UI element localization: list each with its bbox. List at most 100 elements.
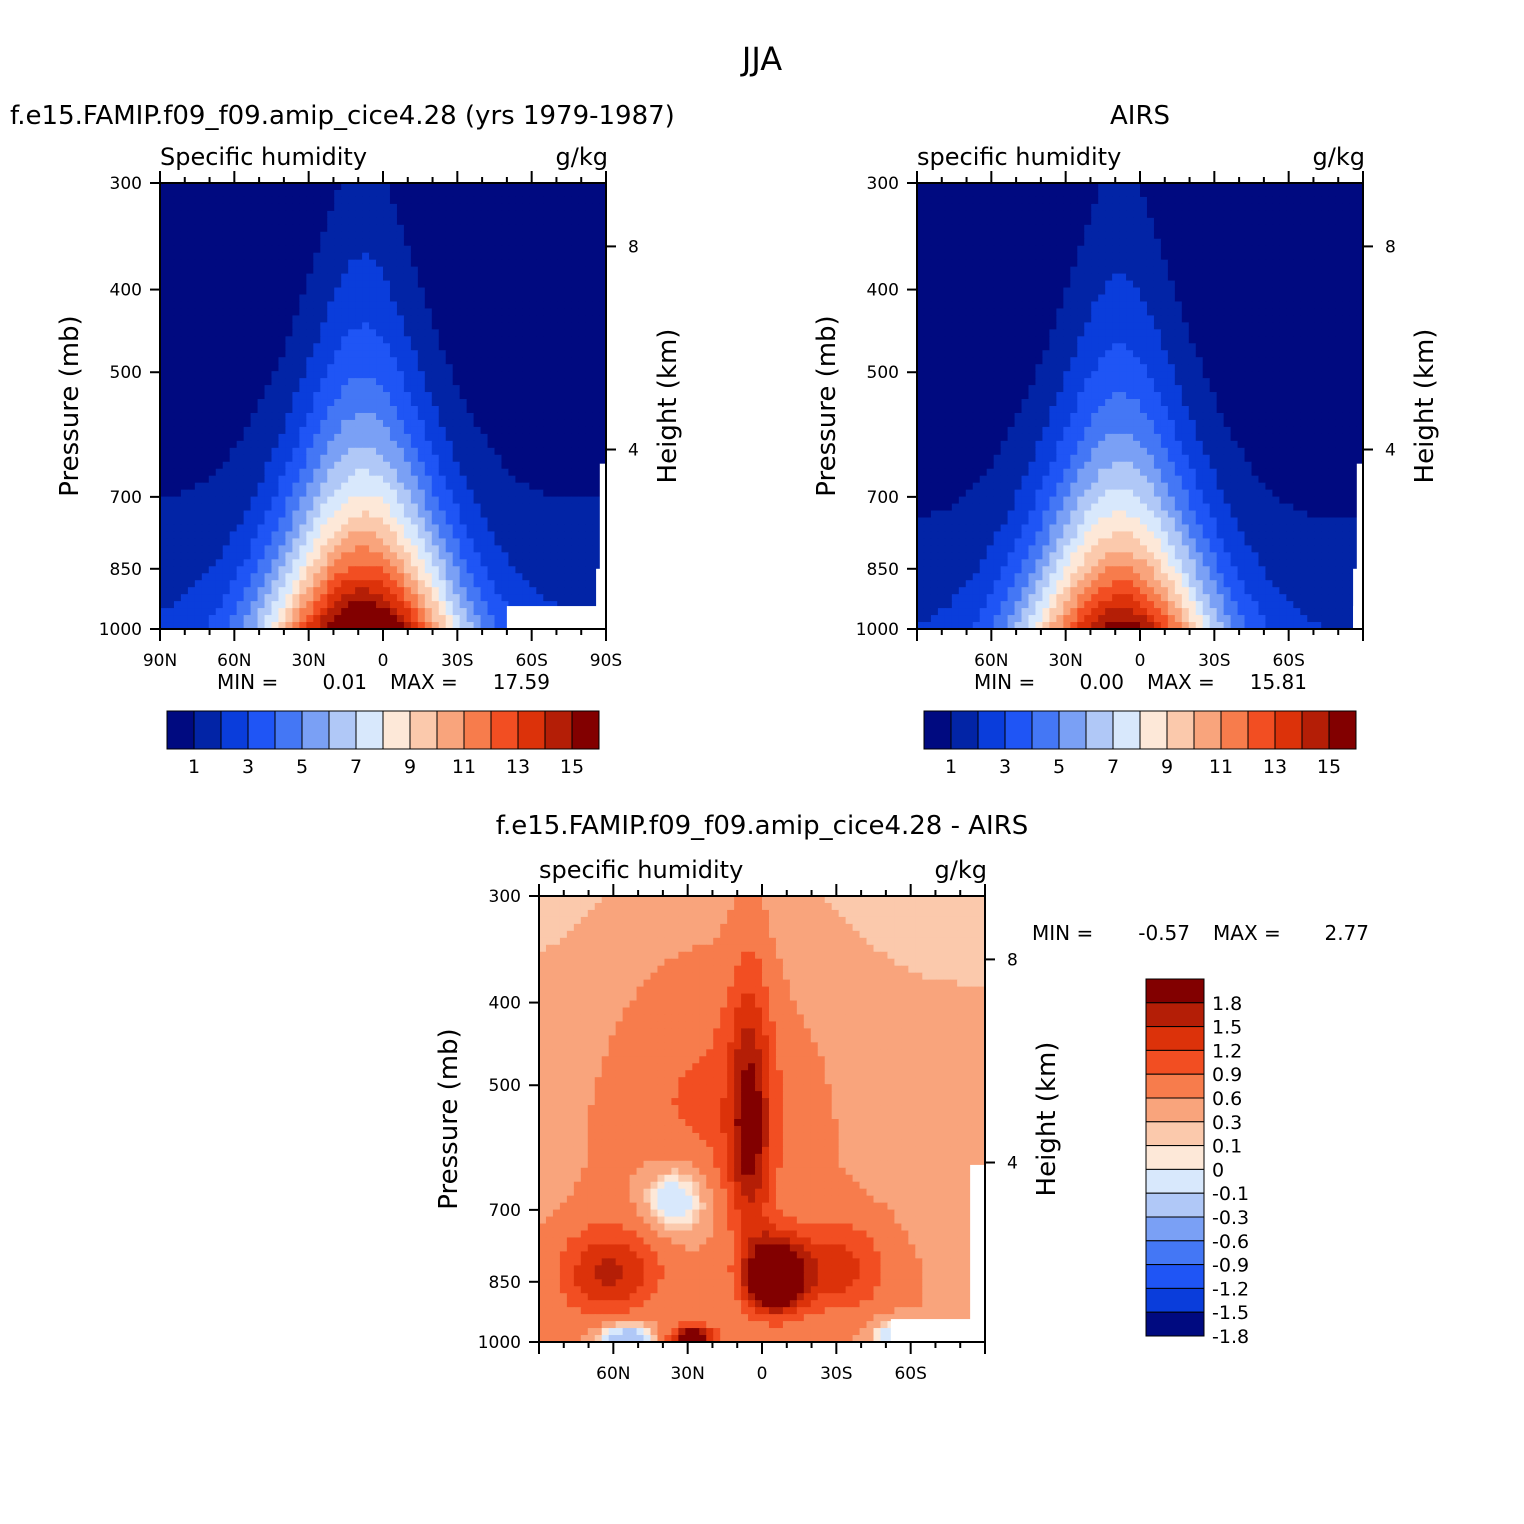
field-cell [1300,224,1308,233]
field-cell [348,238,356,247]
field-cell [313,238,321,247]
field-cell [1167,231,1176,240]
field-cell [466,238,475,247]
field-cell [306,203,314,212]
field-cell [571,329,579,337]
field-cell [1133,189,1141,198]
field-cell [550,183,558,191]
field-cell [1202,245,1211,254]
field-cell [278,378,287,386]
field-cell [543,385,551,393]
field-cell [1202,259,1211,268]
field-cell [543,217,551,226]
field-cell [187,426,196,435]
field-cell [1007,224,1016,233]
field-cell [208,615,217,623]
field-cell [334,273,342,282]
field-cell [403,308,412,317]
field-cell [445,336,454,344]
field-cell [222,433,231,442]
field-cell [1230,231,1239,240]
field-cell [445,350,454,358]
field-cell [445,580,454,588]
field-cell [327,210,335,219]
field-cell [466,364,475,372]
field-cell [410,210,419,219]
field-cell [543,573,551,581]
field-cell [543,238,551,247]
field-cell [166,238,175,247]
field-cell [592,489,600,498]
field-cell [313,615,321,623]
field-cell [1307,196,1315,205]
field-cell [201,601,210,609]
field-cell [445,315,454,323]
field-cell [979,189,988,198]
field-cell [564,245,572,254]
field-cell [250,510,259,519]
field-cell [320,447,328,456]
field-cell [187,622,196,630]
field-cell [341,273,349,282]
field-cell [445,412,454,421]
field-cell [389,615,398,623]
field-cell [271,371,280,379]
field-cell [369,524,377,533]
field-cell [243,419,252,428]
field-cell [383,294,391,303]
field-cell [480,566,489,574]
field-cell [529,336,537,344]
field-cell [369,510,377,519]
field-cell [536,552,544,560]
field-cell [438,203,447,212]
field-cell [1160,196,1169,205]
field-cell [313,594,321,602]
field-cell [515,447,523,456]
field-cell [341,454,349,463]
field-cell [1272,217,1280,226]
field-cell [403,517,412,526]
field-cell [445,601,454,609]
field-cell [487,280,496,289]
field-cell [383,224,391,233]
field-cell [187,231,196,240]
field-cell [320,364,328,372]
field-cell [222,217,231,226]
field-cell [585,454,593,463]
field-cell [173,622,182,630]
field-cell [585,336,593,344]
field-cell [522,580,530,588]
field-cell [536,538,544,546]
field-cell [557,482,565,491]
field-cell [599,287,607,296]
field-cell [431,315,440,323]
field-cell [550,301,558,310]
field-cell [564,371,572,379]
field-cell [160,273,168,282]
field-cell [201,622,210,630]
field-cell [383,447,391,456]
field-cell [160,350,168,358]
field-cell [208,329,217,337]
x-tick-label: 60S [515,651,547,671]
field-cell [979,252,988,261]
field-cell [578,566,586,574]
field-cell [355,266,363,275]
field-cell [564,440,572,449]
field-cell [173,301,182,310]
field-cell [592,308,600,317]
field-cell [1153,231,1162,240]
field-cell [320,615,328,623]
field-cell [243,322,252,330]
field-cell [424,531,433,540]
field-cell [201,510,210,519]
field-cell [271,364,280,372]
field-cell [529,468,537,477]
field-cell [592,189,600,198]
field-cell [313,489,321,498]
field-cell [208,287,217,296]
field-cell [480,357,489,365]
field-cell [313,343,321,351]
field-cell [501,252,510,261]
